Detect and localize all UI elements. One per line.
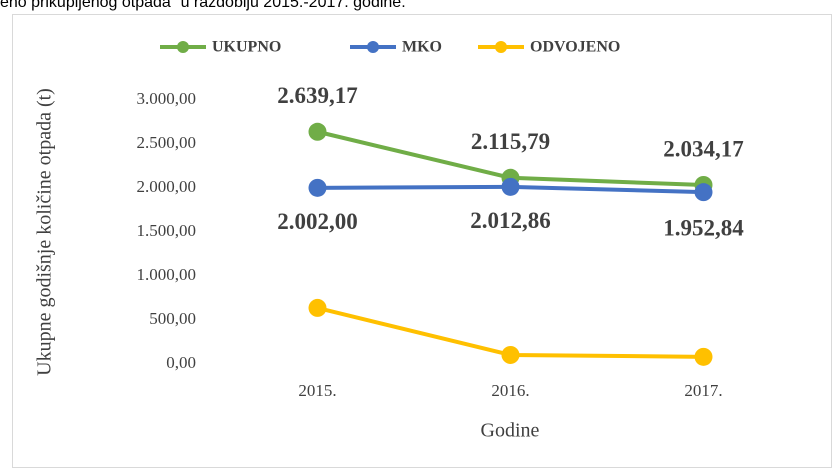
- y-tick-label: 2.000,00: [137, 177, 197, 196]
- data-label: 2.639,17: [277, 83, 358, 108]
- data-label: 2.034,17: [663, 136, 744, 161]
- data-point: [694, 347, 713, 366]
- legend-label: UKUPNO: [212, 39, 281, 56]
- data-label: 2.115,79: [471, 129, 550, 154]
- data-label: 2.012,86: [470, 208, 551, 233]
- y-tick-label: 1.500,00: [137, 221, 197, 240]
- x-axis-label: Godine: [481, 420, 540, 442]
- y-tick-label: 0,00: [166, 353, 196, 372]
- y-tick-label: 500,00: [149, 309, 196, 328]
- data-point: [308, 178, 327, 197]
- x-tick-label: 2017.: [684, 381, 722, 400]
- x-tick-label: 2016.: [491, 381, 529, 400]
- data-label: 2.002,00: [277, 209, 358, 234]
- caption: eno prikupljenog otpada“ u razdoblju 201…: [0, 0, 406, 11]
- data-point: [308, 122, 327, 141]
- y-tick-label: 1.000,00: [137, 265, 197, 284]
- y-tick-label: 2.500,00: [137, 133, 197, 152]
- legend-marker: [367, 41, 379, 53]
- y-tick-label: 3.000,00: [137, 89, 197, 108]
- data-point: [694, 183, 713, 202]
- legend-label: MKO: [402, 39, 442, 56]
- legend-marker: [177, 41, 189, 53]
- data-label: 1.952,84: [663, 215, 744, 240]
- data-point: [501, 345, 520, 364]
- legend-label: ODVOJENO: [530, 39, 620, 56]
- legend-marker: [495, 41, 507, 53]
- chart-border: [12, 14, 832, 468]
- x-tick-label: 2015.: [298, 381, 336, 400]
- data-point: [308, 298, 327, 317]
- y-axis-label: Ukupne godišnje količine otpada (t): [34, 88, 56, 376]
- data-point: [501, 177, 520, 196]
